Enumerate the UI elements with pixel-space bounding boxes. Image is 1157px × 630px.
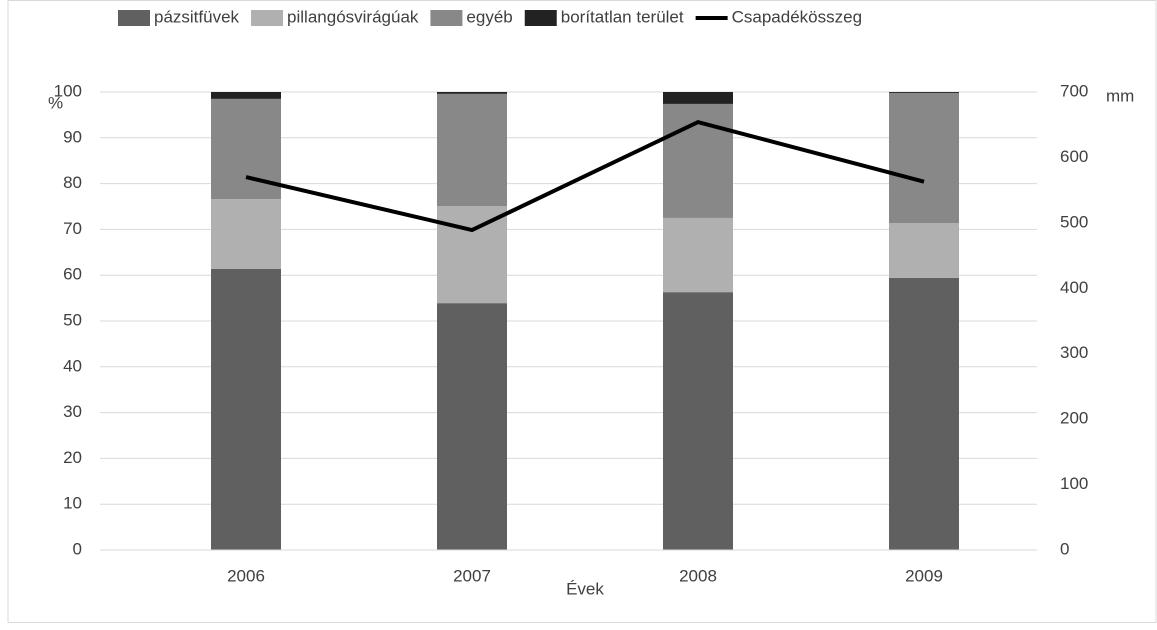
bar-segment	[889, 222, 959, 278]
y-tick-label: 60	[63, 265, 82, 284]
y-tick-label: 90	[63, 127, 82, 146]
y-tick-label: 50	[63, 310, 82, 329]
y-tick-label: 30	[63, 402, 82, 421]
bar-segment	[211, 92, 281, 99]
x-axis-label: Évek	[566, 579, 604, 598]
y2-tick-label: 0	[1060, 539, 1069, 558]
y2-tick-label: 200	[1060, 409, 1088, 428]
bar-segment	[211, 268, 281, 550]
bar-segment	[437, 303, 507, 550]
y-tick-label: 70	[63, 219, 82, 238]
y2-axis-label: mm	[1106, 86, 1134, 105]
y-tick-label: 40	[63, 356, 82, 375]
legend-swatch	[430, 10, 463, 26]
y2-tick-label: 600	[1060, 147, 1088, 166]
legend-swatch	[524, 10, 557, 26]
bar-segment	[437, 92, 507, 94]
y2-tick-label: 700	[1060, 81, 1088, 100]
y2-tick-label: 500	[1060, 212, 1088, 231]
y2-tick-label: 400	[1060, 278, 1088, 297]
x-tick-label: 2006	[227, 566, 265, 585]
y-tick-label: 100	[54, 81, 82, 100]
bar-segment	[889, 277, 959, 550]
y-axis-label: %	[48, 93, 63, 112]
legend-label: egyéb	[466, 7, 512, 26]
x-tick-label: 2009	[905, 566, 943, 585]
legend-swatch	[118, 10, 150, 26]
bar-segment	[889, 92, 959, 93]
bar-segment	[663, 292, 733, 550]
chart-border	[7, 0, 1157, 623]
legend-label: borítatlan terület	[561, 7, 684, 26]
bar-segment	[663, 92, 733, 104]
y-tick-label: 0	[73, 539, 82, 558]
y-tick-label: 20	[63, 448, 82, 467]
legend-label: pázsitfüvek	[154, 7, 240, 26]
line-series	[245, 119, 925, 233]
legend-swatch	[251, 10, 284, 26]
y2-tick-label: 100	[1060, 474, 1088, 493]
bar-segment	[211, 199, 281, 269]
x-tick-label: 2007	[453, 566, 491, 585]
x-tick-label: 2008	[679, 566, 717, 585]
bar-segment	[437, 206, 507, 304]
bar-segment	[663, 217, 733, 293]
y-tick-label: 80	[63, 173, 82, 192]
y-tick-label: 10	[63, 494, 82, 513]
bar-segment	[889, 92, 959, 223]
legend-label: Csapadékösszeg	[732, 7, 862, 26]
legend-label: pillangósvirágúak	[287, 7, 419, 26]
bar-segment	[437, 93, 507, 207]
y2-tick-label: 300	[1060, 343, 1088, 362]
